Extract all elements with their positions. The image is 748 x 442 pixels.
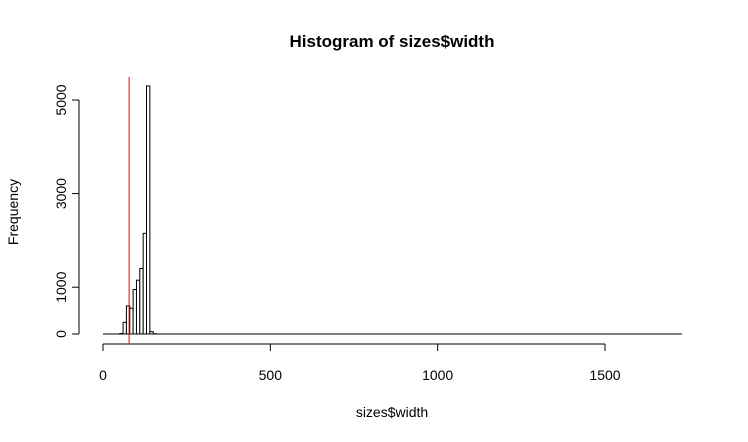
histogram-bar (129, 307, 134, 335)
y-tick-label: 3000 (53, 178, 69, 209)
y-axis-label: Frequency (5, 179, 21, 245)
x-axis-label: sizes$width (356, 404, 428, 420)
y-axis: 0 1000 3000 5000 (53, 84, 80, 338)
y-tick-label: 5000 (53, 84, 69, 115)
x-axis: 0 500 1000 1500 (99, 343, 621, 383)
histogram-bar (146, 85, 151, 335)
bars-group (119, 85, 158, 335)
x-tick-label: 500 (259, 367, 283, 383)
y-tick-label: 0 (53, 330, 69, 338)
x-tick-label: 1000 (422, 367, 453, 383)
chart-title: Histogram of sizes$width (290, 32, 495, 51)
x-tick-label: 0 (99, 367, 107, 383)
histogram-bar (139, 267, 144, 335)
histogram-bar (132, 289, 137, 335)
histogram-bar (122, 321, 127, 335)
x-tick-label: 1500 (589, 367, 620, 383)
y-tick-label: 1000 (53, 271, 69, 302)
histogram-bar (142, 232, 148, 335)
